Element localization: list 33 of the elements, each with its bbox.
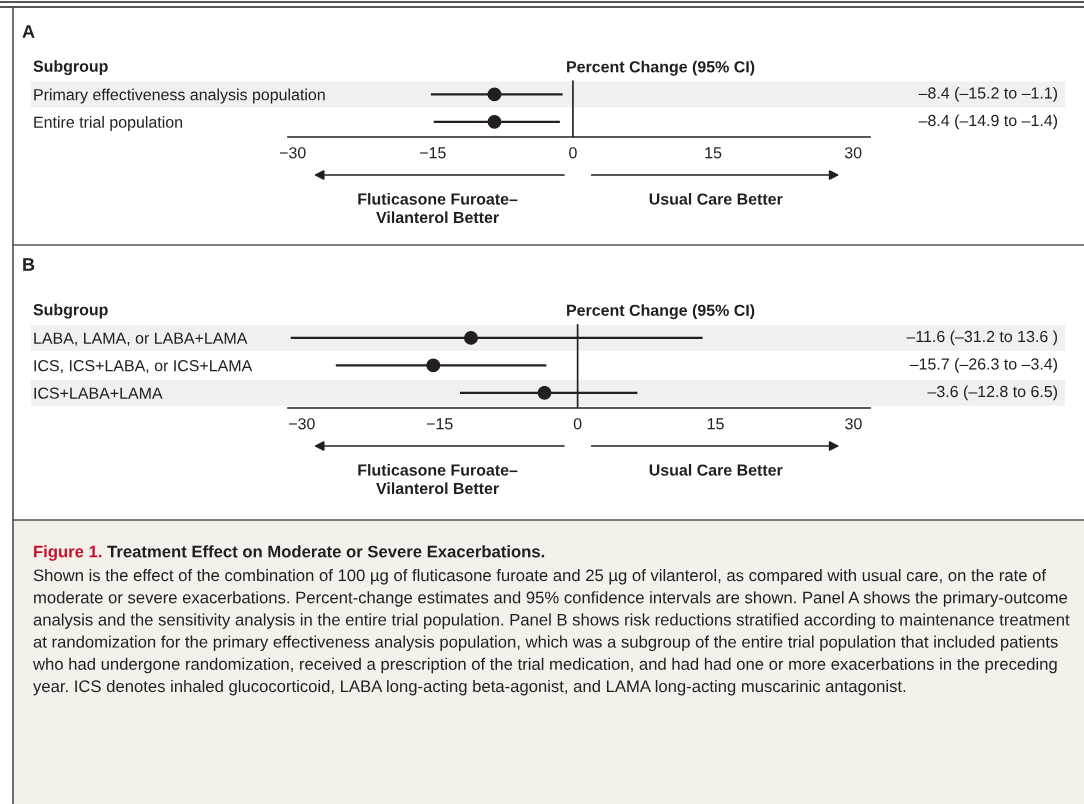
data-label: –15.7 (–26.3 to –3.4)	[909, 357, 1058, 373]
x-tick-label: −30	[279, 147, 306, 159]
x-tick-label: −15	[420, 147, 446, 159]
data-label: –11.6 (–31.2 to 13.6 )	[906, 330, 1058, 346]
x-tick-label: 0	[573, 418, 582, 430]
x-tick-label: −30	[289, 418, 315, 430]
category-label: Entire trial population	[34, 116, 183, 131]
x-tick-label: 30	[845, 418, 862, 430]
chart-title: Percent Change (95% CI)	[567, 304, 755, 320]
category-label: Primary effectiveness analysis population	[34, 88, 325, 104]
text: Usual Care Better	[649, 193, 783, 205]
text: Fluticasone Furoate– Vilanterol Better	[358, 464, 518, 495]
text: Figure 1.	[34, 545, 102, 561]
x-tick-label: 15	[705, 147, 722, 159]
text: Subgroup	[33, 303, 108, 319]
category-label: ICS, ICS+LABA, or ICS+LAMA	[34, 360, 253, 374]
chart-title: Percent Change (95% CI)	[567, 60, 755, 76]
x-tick-label: 15	[707, 418, 724, 430]
text: Fluticasone Furoate– Vilanterol Better	[358, 193, 518, 224]
text: Usual Care Better	[649, 464, 783, 476]
data-label: –8.4 (–14.9 to –1.4)	[918, 114, 1058, 130]
category-label: ICS+LABA+LAMA	[34, 387, 163, 399]
x-tick-label: 0	[569, 147, 577, 159]
text: Subgroup	[33, 60, 108, 76]
data-label: –3.6 (–12.8 to 6.5)	[927, 385, 1058, 401]
category-label: LABA, LAMA, or LABA+LAMA	[34, 332, 248, 346]
x-tick-label: 30	[844, 147, 862, 159]
text: A	[22, 25, 35, 38]
text: Shown is the effect of the combination of 100 µg of fluticasone furoate and 25 µg of vilanterol, as compared with usual care, on the rate of moderate or severe exacerbations. Percent-change estimates and 95% confidence intervals are shown. Panel A shows the primary-outcome analysis and the sensitivity analysis in the entire trial population. Panel B shows risk reductions stratified according to maintenance treatment at randomization for the primary effectiveness analysis population, which was a subgroup of the entire trial population that included patients who had undergone randomization, received a prescription of the trial medication, and had had one or more exacerbations in the preceding year. ICS denotes inhaled glucocorticoid, LABA long-acting beta-agonist, and LAMA long-acting muscarinic antagonist.	[32, 569, 1070, 696]
x-tick-label: −15	[426, 418, 453, 430]
text: B	[23, 258, 35, 271]
text: Treatment Effect on Moderate or Severe Exacerbations.	[107, 545, 545, 558]
data-label: –8.4 (–15.2 to –1.1)	[918, 86, 1058, 102]
